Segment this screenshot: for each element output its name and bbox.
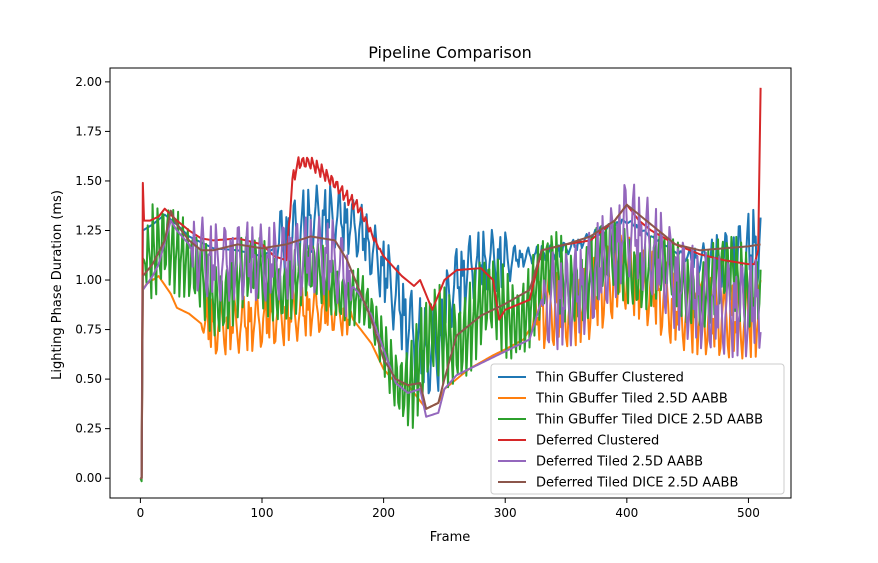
x-tick-label: 500 — [737, 506, 760, 520]
y-tick-label: 0.75 — [75, 323, 102, 337]
series-line-6 — [140, 203, 761, 480]
plot-area — [109, 67, 792, 499]
series-line-5 — [140, 183, 762, 480]
y-tick-label: 0.00 — [75, 471, 102, 485]
legend-box — [490, 363, 785, 495]
y-axis-ticks: 0.00 0.25 0.50 0.75 1.00 1.25 1.50 1.75 2.00 — [75, 75, 110, 485]
y-tick-label: 0.50 — [75, 372, 102, 386]
series-lines — [139, 87, 762, 483]
y-axis-label: Lighting Phase Duration (ms) — [50, 190, 65, 380]
y-tick-label: 2.00 — [75, 75, 102, 89]
legend-label: Deferred Tiled DICE 2.5D AABB — [536, 476, 738, 491]
y-tick-label: 1.50 — [75, 174, 102, 188]
legend-label: Thin GBuffer Clustered — [535, 371, 684, 386]
chart-title: Pipeline Comparison — [368, 43, 532, 62]
x-tick-label: 200 — [372, 506, 395, 520]
x-axis-label: Frame — [430, 530, 471, 545]
x-tick-label: 100 — [251, 506, 274, 520]
axes-frame — [109, 67, 792, 499]
y-tick-label: 1.00 — [75, 273, 102, 287]
y-tick-label: 1.75 — [75, 124, 102, 138]
y-tick-label: 1.25 — [75, 223, 102, 237]
y-tick-label: 0.25 — [75, 422, 102, 436]
legend-label: Deferred Tiled 2.5D AABB — [536, 455, 703, 470]
legend: Thin GBuffer Clustered Thin GBuffer Tiled… — [490, 363, 785, 495]
legend-label: Thin GBuffer Tiled DICE 2.5D AABB — [535, 413, 763, 428]
legend-label: Deferred Clustered — [536, 434, 659, 449]
x-axis-ticks: 0 100 200 300 400 500 — [137, 498, 760, 520]
x-tick-label: 0 — [137, 506, 145, 520]
legend-label: Thin GBuffer Tiled 2.5D AABB — [535, 392, 728, 407]
x-tick-label: 400 — [615, 506, 638, 520]
x-tick-label: 300 — [494, 506, 517, 520]
